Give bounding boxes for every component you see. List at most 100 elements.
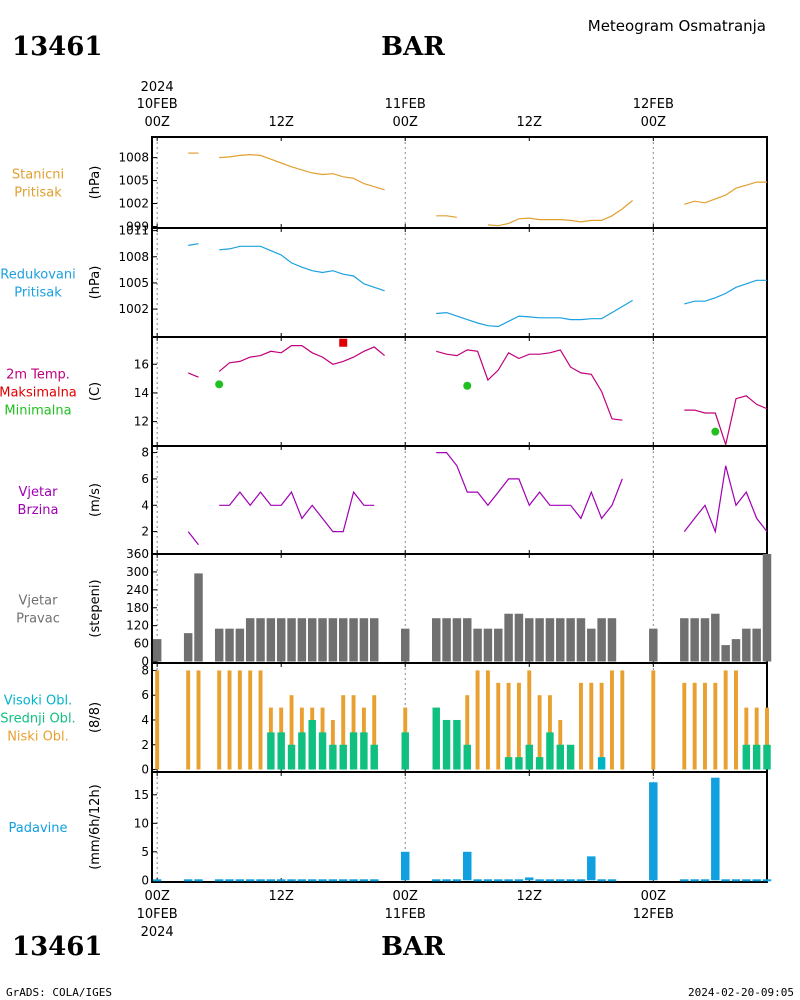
- cloud-bar: [349, 732, 358, 770]
- panel-frame: [151, 445, 768, 555]
- precip-bar: [711, 777, 720, 881]
- wind-dir-bar: [576, 618, 586, 662]
- precip-trace: [256, 879, 265, 882]
- cloud-bar: [277, 732, 285, 770]
- y-tick-label: 180: [126, 601, 149, 615]
- y-tick-label: 6: [141, 472, 149, 486]
- y-tick-label: 2: [141, 738, 149, 752]
- wind-dir-bar: [256, 618, 265, 662]
- panel-frame: [151, 227, 768, 338]
- cloud-bar: [723, 670, 728, 770]
- cloud-bar: [620, 670, 625, 770]
- cloud-bar: [589, 682, 594, 770]
- wind-dir-bar: [731, 639, 741, 662]
- precip-trace: [514, 879, 524, 882]
- wind-dir-bar: [556, 618, 565, 662]
- bottom-hour-label: 00Z: [393, 889, 419, 904]
- tmin-marker: [215, 380, 224, 389]
- y-tick-label: 300: [126, 565, 149, 579]
- wind-dir-bar: [152, 639, 162, 662]
- precip-trace: [483, 879, 493, 882]
- wind-dir-bar: [318, 618, 327, 662]
- series-line: [684, 279, 767, 305]
- series-line: [436, 215, 457, 218]
- precip-trace: [731, 879, 741, 882]
- precip-trace: [566, 879, 575, 882]
- series-line: [219, 245, 385, 292]
- y-tick-label: 1008: [118, 250, 149, 264]
- wind-dir-bar: [473, 628, 482, 662]
- series-line: [683, 465, 768, 534]
- precip-trace: [535, 879, 544, 882]
- y-tick-label: 5: [141, 845, 149, 859]
- station-id-top: 13461: [12, 32, 102, 62]
- wind-dir-bar: [338, 618, 348, 662]
- cloud-bar: [308, 719, 316, 770]
- top-date-label: 11FEB: [385, 97, 426, 112]
- precip-trace: [297, 879, 307, 882]
- y-tick-label: 2: [141, 525, 149, 539]
- cloud-bar: [287, 744, 296, 770]
- cloud-bar: [651, 670, 656, 770]
- panel-label: Pravac: [16, 612, 60, 627]
- bottom-hour-label: 12Z: [517, 889, 543, 904]
- precip-trace: [338, 879, 348, 882]
- wind-dir-bar: [597, 618, 606, 662]
- cloud-bar: [546, 732, 554, 770]
- cloud-bar: [318, 732, 327, 770]
- precip-trace: [369, 879, 379, 882]
- precip-trace: [349, 879, 358, 882]
- y-tick-label: 16: [134, 357, 149, 371]
- wind-dir-bar: [194, 573, 203, 662]
- panel-label: Brzina: [18, 503, 59, 518]
- bottom-date-label: 12FEB: [633, 907, 674, 922]
- y-tick-label: 4: [141, 498, 149, 512]
- cloud-bar: [227, 670, 232, 770]
- y-tick-label: 14: [134, 386, 149, 400]
- y-tick-label: 1011: [118, 224, 149, 238]
- panel-label: Padavine: [9, 821, 68, 836]
- panel-label: Niski Obl.: [7, 730, 69, 745]
- wind-dir-bar: [400, 628, 410, 662]
- top-year-label: 2024: [141, 80, 174, 95]
- wind-dir-bar: [214, 628, 224, 662]
- precip-trace: [762, 879, 772, 882]
- precip-trace: [359, 879, 369, 882]
- bottom-hour-label: 12Z: [268, 889, 294, 904]
- y-tick-label: 240: [126, 583, 149, 597]
- cloud-bar: [525, 744, 533, 770]
- precip-bar: [587, 856, 596, 881]
- y-axis-label: (m/s): [88, 483, 103, 517]
- precip-trace: [556, 879, 565, 882]
- series-line: [684, 181, 767, 205]
- precip-trace: [225, 879, 234, 882]
- precip-trace: [276, 879, 286, 882]
- cloud-bar: [763, 744, 771, 770]
- cloud-bar: [506, 682, 511, 770]
- precip-bar: [400, 851, 410, 881]
- station-name-top: BAR: [381, 32, 445, 62]
- wind-dir-bar: [369, 618, 379, 662]
- y-axis-label: (8/8): [88, 702, 103, 733]
- y-tick-label: 1005: [118, 276, 149, 290]
- panel-label: Visoki Obl.: [4, 694, 72, 709]
- panel-cloud-cover: 0 2 4 6 8 (8/8) Visoki Obl. Srednji Obl. Niski O…: [0, 662, 771, 777]
- precip-trace: [742, 879, 751, 882]
- wind-dir-bar: [225, 628, 234, 662]
- precip-trace: [287, 879, 296, 882]
- cloud-bar: [703, 682, 707, 770]
- cloud-bar: [442, 719, 451, 770]
- cloud-bar: [217, 670, 222, 770]
- cloud-bar: [599, 682, 604, 770]
- wind-dir-bar: [535, 618, 544, 662]
- cloud-bar: [186, 670, 191, 770]
- panel-reduced-pressure: 1002 1005 1008 1011 (hPa) Redukovani Pritisak: [0, 224, 768, 338]
- cloud-bar: [453, 719, 461, 770]
- wind-dir-bar: [566, 618, 575, 662]
- y-tick-label: 0: [141, 873, 149, 887]
- cloud-bar: [360, 732, 368, 770]
- y-tick-label: 999: [126, 219, 149, 233]
- panel-label: Minimalna: [4, 404, 71, 419]
- cloud-bar: [298, 732, 306, 770]
